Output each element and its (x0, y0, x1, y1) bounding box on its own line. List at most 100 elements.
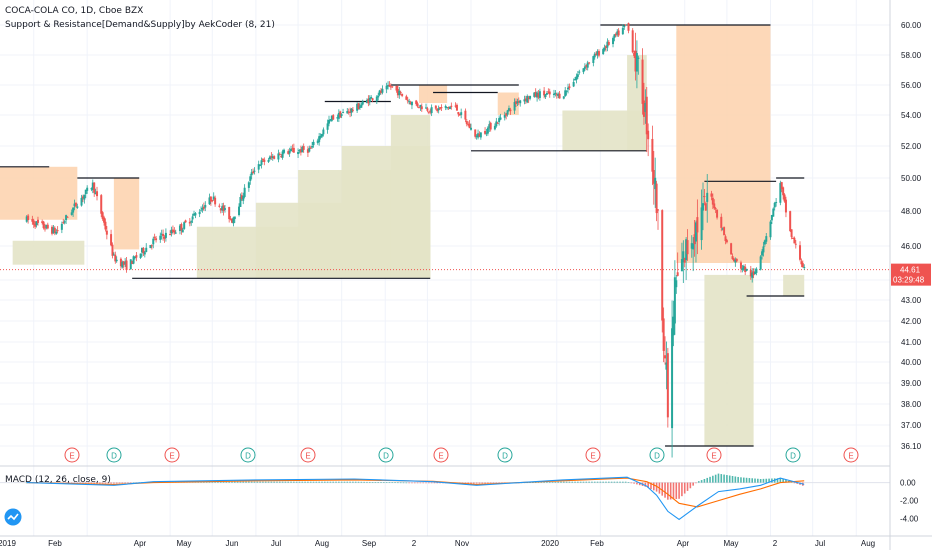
macd-histogram-bar (667, 482, 669, 500)
macd-histogram-bar (228, 481, 230, 483)
macd-legend[interactable]: MACD (12, 26, close, 9) (5, 475, 111, 485)
candle-body (336, 117, 339, 119)
macd-histogram-bar (470, 482, 472, 484)
candle-body (132, 256, 135, 264)
earnings-marker-icon[interactable]: E (585, 447, 601, 463)
candle-body (378, 90, 381, 95)
symbol-title[interactable]: COCA-COLA CO, 1D, Cboe BZX (5, 6, 144, 16)
dividend-marker-icon[interactable]: D (785, 447, 801, 463)
candle-body (765, 236, 768, 242)
macd-histogram-bar (307, 481, 309, 483)
dividend-marker-icon[interactable]: D (378, 447, 394, 463)
macd-histogram-bar (591, 481, 593, 483)
candle-body (419, 104, 422, 108)
time-axis-label: Aug (861, 539, 875, 548)
candle-body (488, 124, 491, 128)
event-marker-label: E (590, 452, 595, 461)
earnings-marker-icon[interactable]: E (300, 447, 316, 463)
candle-body (263, 159, 266, 162)
candle-body (125, 260, 128, 271)
candle-body (662, 318, 665, 351)
candle-body (399, 92, 402, 94)
candle-body (564, 90, 567, 97)
macd-histogram-bar (84, 482, 87, 484)
candle-body (70, 212, 73, 215)
dividend-marker-icon[interactable]: D (106, 447, 122, 463)
candle-body (644, 103, 647, 112)
candle-body (34, 223, 37, 227)
candle-body (281, 151, 284, 158)
dividend-marker-icon[interactable]: D (649, 447, 665, 463)
candle-body (173, 230, 176, 233)
earnings-marker-icon[interactable]: E (843, 447, 859, 463)
macd-axis-tick-label: 0.00 (900, 479, 916, 488)
macd-histogram-bar (695, 482, 697, 484)
candle-body (121, 261, 124, 268)
tradingview-logo-icon[interactable] (4, 508, 22, 526)
dividend-marker-icon[interactable]: D (497, 447, 513, 463)
candle-body (436, 108, 439, 112)
candle-body (626, 24, 629, 26)
candle-body (690, 243, 693, 249)
time-axis-label: Jul (271, 539, 281, 548)
macd-histogram-bar (675, 482, 678, 500)
candle-body (180, 224, 183, 231)
candle-body (218, 205, 221, 207)
time-axis-label: Jul (815, 539, 825, 548)
macd-histogram-bar (281, 481, 284, 483)
earnings-marker-icon[interactable]: E (64, 447, 80, 463)
candle-body (582, 68, 585, 73)
last-price-label: 44.61 (900, 266, 921, 275)
candle-body (455, 104, 458, 111)
macd-histogram-bar (374, 482, 377, 483)
candle-body (252, 171, 255, 173)
candle-body (155, 238, 158, 241)
candle-body (27, 215, 30, 221)
candle-body (306, 149, 309, 153)
candle-body (524, 98, 527, 101)
candle-body (212, 196, 215, 200)
candle-body (713, 203, 716, 209)
candle-body (498, 118, 501, 123)
candle-body (769, 221, 772, 238)
candle-body (642, 100, 645, 117)
macd-histogram-bar (619, 481, 621, 483)
earnings-marker-icon[interactable]: E (706, 447, 722, 463)
candle-body (495, 121, 498, 127)
macd-histogram-bar (99, 482, 101, 484)
macd-histogram-bar (726, 475, 728, 483)
macd-histogram-bar (548, 481, 551, 483)
macd-histogram-bar (276, 481, 278, 483)
macd-histogram-bar (706, 477, 709, 483)
indicator-legend[interactable]: Support & Resistance[Demand&Supply]by Ae… (5, 20, 275, 30)
candle-body (583, 66, 586, 69)
candle-body (666, 353, 669, 418)
macd-histogram-bar (785, 480, 787, 483)
macd-histogram-bar (579, 481, 582, 483)
candle-body (763, 240, 766, 245)
candle-body (714, 208, 717, 210)
candle-body (779, 182, 782, 203)
candle-body (751, 272, 754, 278)
candle-body (271, 156, 274, 159)
candle-body (290, 148, 293, 152)
candle-body (759, 256, 762, 270)
candle-body (131, 260, 134, 265)
candle-body (702, 203, 705, 211)
candle-body (142, 247, 145, 254)
candle-body (780, 182, 783, 190)
earnings-marker-icon[interactable]: E (433, 447, 449, 463)
macd-histogram-bar (323, 481, 326, 483)
dividend-marker-icon[interactable]: D (240, 447, 256, 463)
macd-histogram-bar (734, 476, 737, 483)
earnings-marker-icon[interactable]: E (164, 447, 180, 463)
candle-body (614, 33, 617, 36)
candle-body (783, 194, 786, 202)
candle-body (607, 41, 610, 45)
macd-histogram-bar (132, 482, 135, 484)
candle-body (370, 97, 373, 99)
candle-body (25, 216, 28, 222)
macd-histogram-bar (712, 475, 714, 483)
